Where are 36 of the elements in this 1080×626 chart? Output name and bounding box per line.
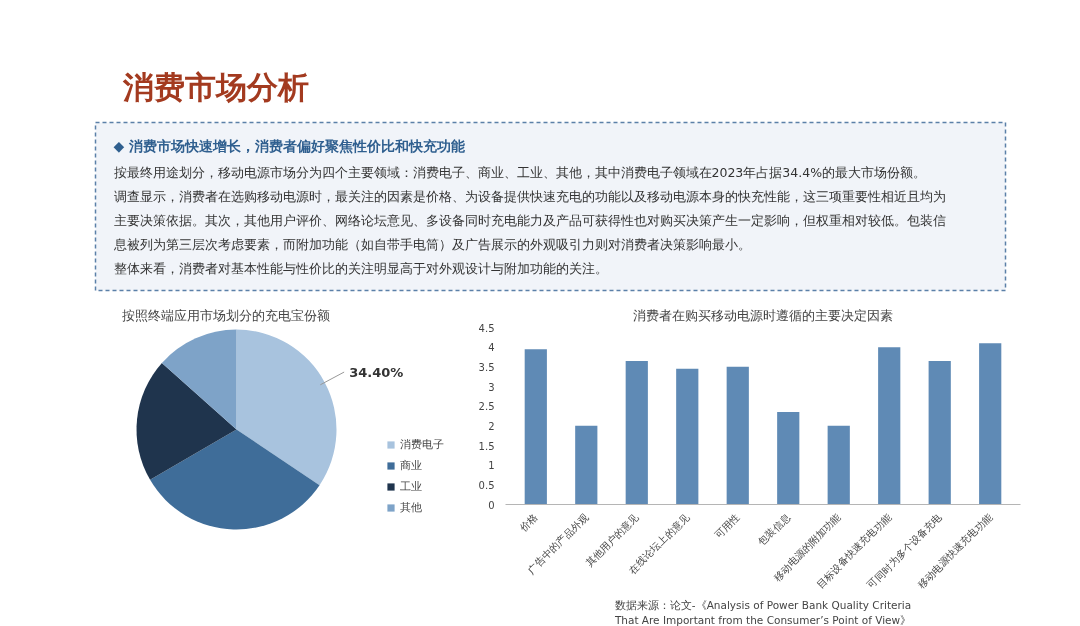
text: 按最终用途划分，移动电源市场分为四个主要领域：消费电子、商业、工业、其他，其中消费电子领域在2023年占据34.4%的最大市场份额。 [113, 165, 927, 180]
y-tick-label: 2 [488, 420, 495, 432]
source-note: 数据来源：论文-《Analysis of Power Bank Quality Criteria That Are Important from the Consumer’s Point of View》 [613, 599, 912, 626]
legend-label: 商业 [400, 458, 422, 473]
legend-label: 其他 [400, 500, 422, 515]
bar [726, 366, 749, 505]
legend-label: 消费电子 [400, 437, 444, 452]
legend-label: 工业 [400, 479, 422, 494]
y-tick-label: 3.5 [478, 361, 495, 373]
y-tick-label: 3 [488, 381, 495, 393]
x-tick-label: 包装信息 [756, 511, 793, 548]
bar [524, 349, 547, 505]
y-tick-label: 4 [488, 342, 495, 354]
y-tick-label: 1.5 [478, 440, 495, 452]
text: ◆ 消费市场快速增长，消费者偏好聚焦性价比和快充功能 [113, 137, 467, 154]
y-tick-label: 1 [488, 460, 495, 472]
chart-title: 消费者在购买移动电源时遵循的主要决定因素 [633, 307, 893, 323]
bar [878, 347, 901, 505]
bar [827, 425, 850, 505]
bar [676, 368, 699, 505]
y-tick-label: 4.5 [478, 322, 495, 334]
bar [928, 360, 951, 505]
bar [979, 343, 1002, 505]
text: 调查显示，消费者在选购移动电源时，最关注的因素是价格、为设备提供快速充电的功能以及移动电源本身的快充性能，这三项重要性相近且均为主要决策依据。其次，其他用户评价、网络论坛意见、多设备同时充电能力及产品可获得性也对购买决策产生一定影响，但权重相对较低。包装信息被列为第三层次考虑要素，而附加功能（如自带手电筒）及广告展示的外观吸引力则对消费者决策影响最小。 [112, 189, 946, 252]
bar [625, 360, 648, 505]
chart-title: 按照终端应用市场划分的充电宝份额 [121, 307, 330, 323]
x-tick-label: 可用性 [712, 511, 742, 541]
y-tick-label: 2.5 [478, 401, 495, 413]
bar [575, 425, 598, 505]
y-tick-label: 0 [488, 499, 495, 511]
bar [777, 412, 800, 505]
data-label: 34.40% [349, 364, 404, 380]
text: 整体来看，消费者对基本性能与性价比的关注明显高于对外观设计与附加功能的关注。 [113, 261, 608, 276]
text: 消费市场分析 [121, 68, 309, 105]
x-tick-label: 价格 [517, 511, 540, 535]
y-tick-label: 0.5 [478, 479, 495, 491]
